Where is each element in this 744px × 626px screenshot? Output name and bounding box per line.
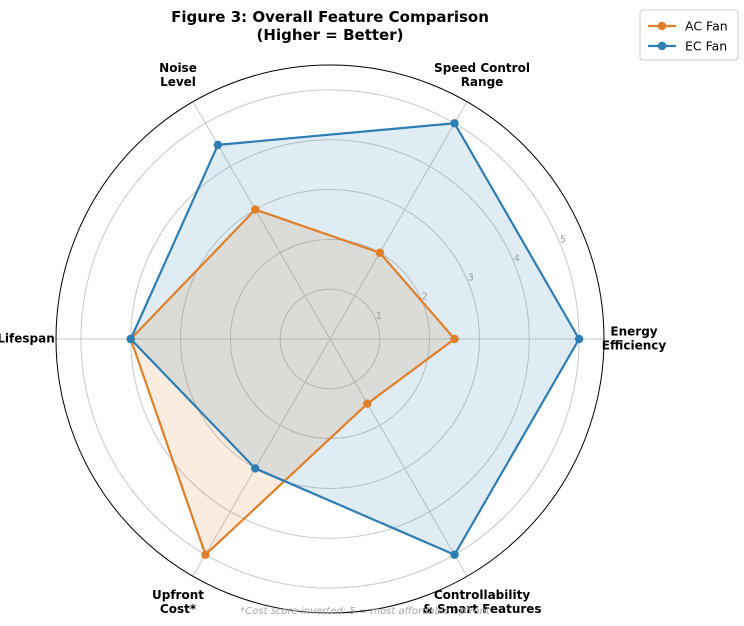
outer-frame	[55, 64, 605, 614]
tick-label-3: 3	[468, 273, 474, 284]
series-1-point-3	[126, 334, 135, 344]
radar-series	[126, 119, 584, 559]
series-0-point-1	[375, 248, 385, 257]
axis-label-5-line-1: & Smart Features	[422, 602, 541, 616]
axis-label-3-line-0: Lifespan	[0, 332, 55, 346]
tick-label-5: 5	[560, 235, 566, 246]
spoke-5	[329, 338, 468, 577]
axis-label-1-line-0: Speed Control	[434, 61, 530, 75]
series-1-point-0	[574, 334, 584, 344]
axis-label-5-line-0: Controllability	[434, 588, 530, 602]
tick-label-2: 2	[422, 292, 428, 303]
spoke-4	[192, 338, 331, 577]
series-0-point-4	[201, 550, 210, 559]
chart-title-line-2: (Higher = Better)	[257, 26, 404, 44]
legend-label-0: AC Fan	[685, 19, 728, 34]
axis-label-2-line-0: Noise	[159, 61, 197, 75]
series-0-point-0	[450, 334, 459, 344]
axis-label-4-line-0: Upfront	[152, 588, 204, 602]
legend-marker-0	[657, 21, 667, 31]
spoke-1	[329, 101, 468, 340]
legend-marker-1	[657, 41, 667, 51]
legend: AC Fan EC Fan	[639, 9, 739, 61]
axis-label-0-line-1: Efficiency	[602, 339, 667, 353]
radar-grid	[55, 64, 605, 614]
series-0-point-2	[251, 205, 260, 214]
chart-title-line-1: Figure 3: Overall Feature Comparison	[171, 8, 489, 26]
footnote: *Cost score inverted: 5 = most affordabl…	[240, 606, 490, 617]
axis-label-4-line-1: Cost*	[160, 602, 197, 616]
series-1-point-1	[450, 119, 459, 128]
tick-label-4: 4	[514, 254, 520, 265]
axis-label-1-line-1: Range	[461, 75, 504, 89]
series-1-point-4	[251, 464, 260, 473]
series-fill-1	[130, 123, 580, 555]
legend-label-1: EC Fan	[685, 39, 727, 54]
series-1-point-2	[213, 140, 223, 150]
axis-label-0-line-0: Energy	[610, 325, 657, 339]
tick-label-1: 1	[376, 311, 382, 322]
series-0-point-5	[363, 399, 372, 408]
series-fill-0	[130, 209, 455, 555]
chart-title: Figure 3: Overall Feature Comparison (Hi…	[171, 8, 489, 44]
series-1-point-5	[450, 550, 459, 559]
radial-tick-labels: 1 2 3 4 5	[376, 235, 566, 322]
axis-label-2-line-1: Level	[160, 75, 196, 89]
